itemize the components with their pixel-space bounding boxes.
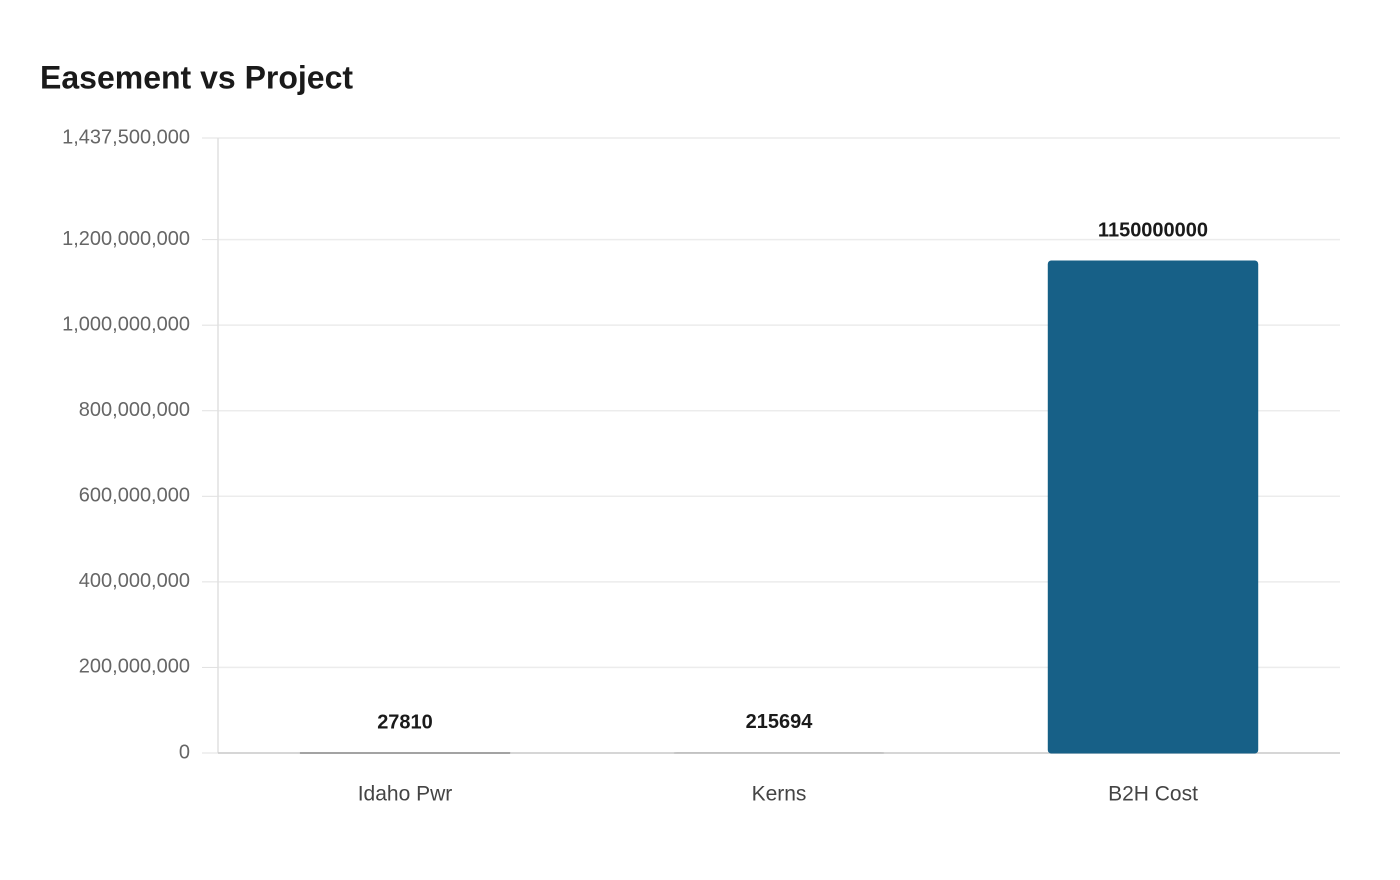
x-tick-label: Idaho Pwr	[358, 783, 453, 806]
y-tick-label: 600,000,000	[79, 485, 190, 507]
x-tick-label: B2H Cost	[1108, 783, 1198, 806]
y-tick-label: 200,000,000	[79, 656, 190, 678]
y-tick-label: 0	[179, 741, 190, 763]
y-tick-label: 400,000,000	[79, 570, 190, 592]
value-label: 27810	[377, 711, 433, 733]
chart-title: Easement vs Project	[40, 59, 353, 95]
y-tick-label: 800,000,000	[79, 399, 190, 421]
y-tick-label: 1,437,500,000	[62, 126, 190, 148]
x-tick-label: Kerns	[752, 783, 807, 806]
y-tick-label: 1,000,000,000	[62, 313, 190, 335]
value-label: 215694	[746, 711, 814, 733]
value-label: 1150000000	[1098, 219, 1208, 241]
bar	[1047, 260, 1259, 754]
y-tick-label: 1,200,000,000	[62, 228, 190, 250]
